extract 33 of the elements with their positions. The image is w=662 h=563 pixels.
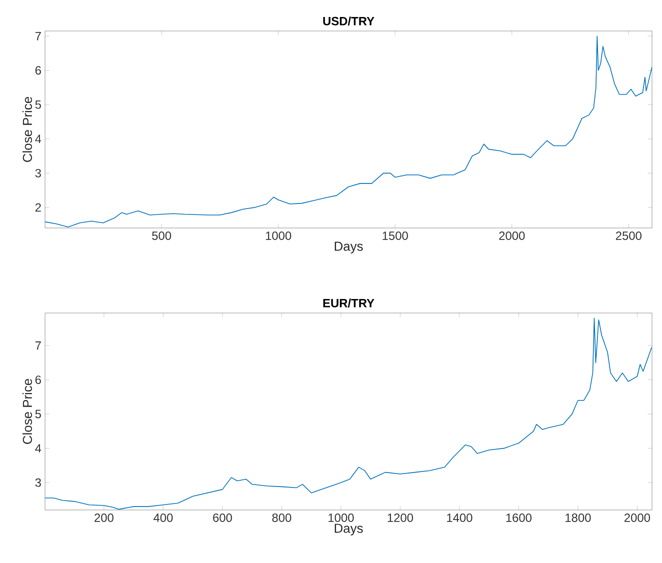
- chart-title: USD/TRY: [323, 16, 374, 26]
- y-axis-title: Close Price: [22, 96, 32, 162]
- x-tick-label: 1200: [388, 514, 414, 522]
- y-tick-label: 3: [35, 168, 41, 178]
- y-tick-label: 6: [35, 376, 41, 384]
- y-tick-label: 7: [35, 341, 41, 350]
- chart-title: EUR/TRY: [323, 298, 374, 308]
- x-axis-title: Days: [334, 524, 363, 536]
- x-tick-label: 1000: [328, 514, 354, 522]
- x-tick-label: 2500: [616, 232, 642, 240]
- y-tick-label: 4: [35, 134, 42, 144]
- y-axis-title: Close Price: [22, 378, 32, 444]
- x-tick-label: 500: [152, 232, 172, 240]
- x-tick-label: 1600: [506, 514, 532, 522]
- x-tick-label: 2000: [499, 232, 525, 240]
- x-tick-label: 1400: [447, 514, 472, 522]
- x-tick-label: 1800: [566, 514, 591, 522]
- y-tick-label: 6: [35, 66, 41, 75]
- x-axis-title: Days: [334, 242, 363, 254]
- x-tick-label: 200: [94, 514, 114, 522]
- line-series: [45, 36, 652, 228]
- x-tick-label: 600: [213, 514, 232, 522]
- x-tick-label: 400: [154, 514, 173, 522]
- y-tick-label: 5: [35, 100, 41, 109]
- y-tick-label: 3: [35, 478, 41, 487]
- x-tick-label: 1000: [266, 232, 292, 240]
- x-tick-label: 800: [272, 514, 292, 522]
- y-tick-label: 7: [35, 32, 41, 40]
- y-tick-label: 2: [35, 203, 41, 212]
- x-tick-label: 2000: [624, 514, 650, 522]
- y-tick-label: 4: [35, 444, 42, 452]
- x-tick-label: 1500: [382, 232, 408, 240]
- y-tick-label: 5: [35, 410, 41, 418]
